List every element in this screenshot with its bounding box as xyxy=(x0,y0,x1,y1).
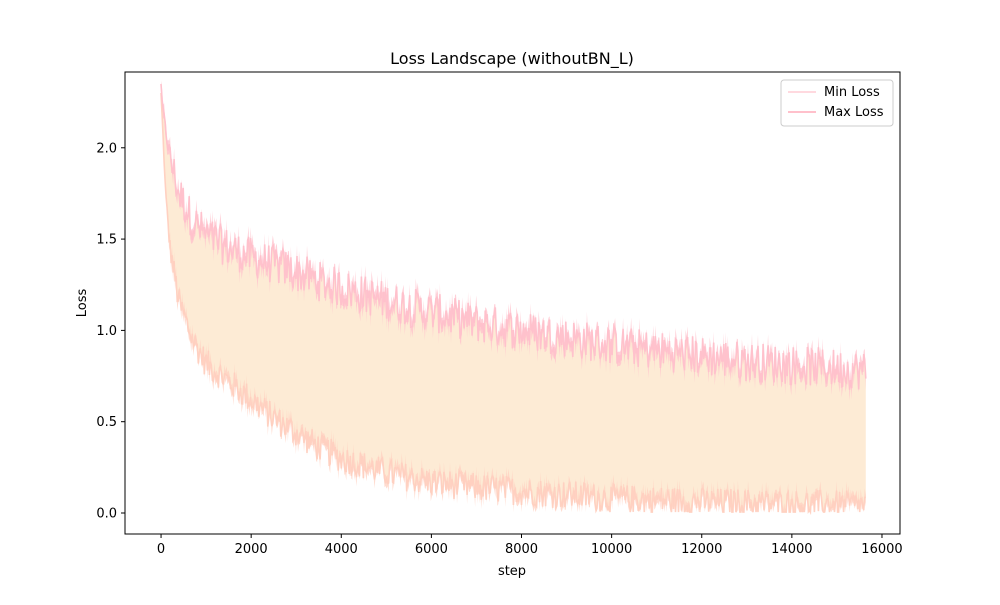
legend-label-min-loss: Min Loss xyxy=(824,85,880,100)
x-axis-label: step xyxy=(498,564,526,579)
x-tick-label: 10000 xyxy=(591,542,632,557)
y-tick-label: 1.5 xyxy=(96,233,117,248)
y-tick-label: 2.0 xyxy=(96,141,117,156)
loss-range-fill xyxy=(161,83,866,513)
x-tick-label: 8000 xyxy=(505,542,538,557)
y-tick-label: 0.5 xyxy=(96,415,117,430)
legend: Min Loss Max Loss xyxy=(780,79,894,127)
y-tick-label: 1.0 xyxy=(96,324,117,339)
chart-title: Loss Landscape (withoutBN_L) xyxy=(390,49,634,69)
x-tick-label: 16000 xyxy=(861,542,902,557)
x-tick-label: 14000 xyxy=(771,542,812,557)
x-tick-label: 12000 xyxy=(681,542,722,557)
plot-area xyxy=(160,80,867,516)
max-loss-line xyxy=(160,83,867,390)
x-tick-label: 4000 xyxy=(325,542,358,557)
x-tick-label: 6000 xyxy=(415,542,448,557)
x-tick-label: 2000 xyxy=(235,542,268,557)
y-axis-label: Loss xyxy=(75,289,90,318)
x-axis: 0 2000 4000 6000 8000 10000 12000 14000 16000 xyxy=(157,534,903,557)
x-tick-label: 0 xyxy=(157,542,165,557)
y-axis: 0.0 0.5 1.0 1.5 2.0 xyxy=(96,141,125,522)
y-tick-label: 0.0 xyxy=(96,507,117,522)
axes-frame xyxy=(124,71,901,535)
min-loss-line xyxy=(160,92,866,516)
legend-label-max-loss: Max Loss xyxy=(824,105,884,120)
